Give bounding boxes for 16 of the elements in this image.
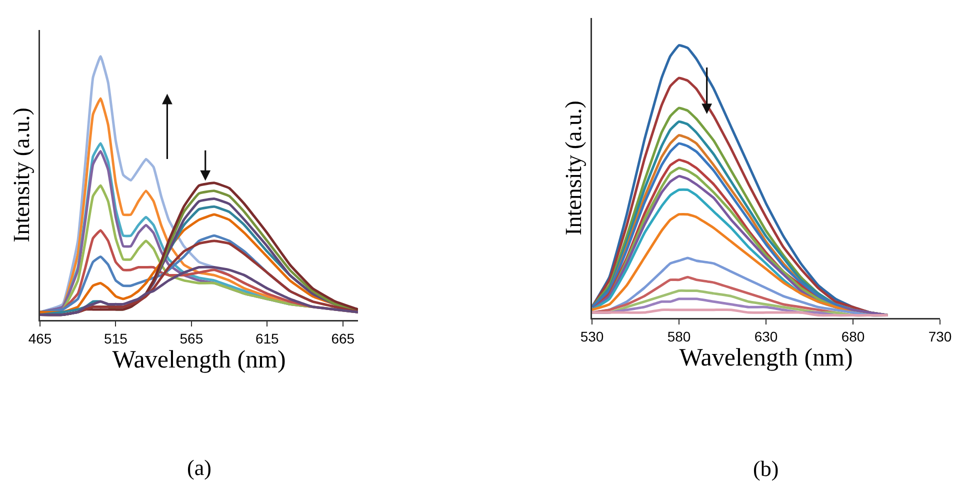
text: (b) xyxy=(753,456,779,481)
y-axis-title: Intensity (a.u.) xyxy=(561,100,586,236)
text: (a) xyxy=(187,455,212,480)
x-axis-title: Wavelength (nm) xyxy=(679,344,853,372)
x-tick-label: 630 xyxy=(754,328,778,344)
x-tick-label: 565 xyxy=(180,330,204,346)
x-tick-label: 465 xyxy=(28,330,52,346)
x-tick-label: 530 xyxy=(580,328,604,344)
x-tick-label: 730 xyxy=(928,328,952,344)
x-tick-label: 580 xyxy=(667,328,691,344)
y-axis-title: Intensity (a.u.) xyxy=(9,108,34,242)
x-tick-label: 615 xyxy=(255,330,280,346)
x-tick-label: 665 xyxy=(331,330,355,346)
x-tick-label: 680 xyxy=(841,328,865,344)
x-tick-label: 515 xyxy=(104,330,128,346)
x-axis-title: Wavelength (nm) xyxy=(112,346,286,374)
